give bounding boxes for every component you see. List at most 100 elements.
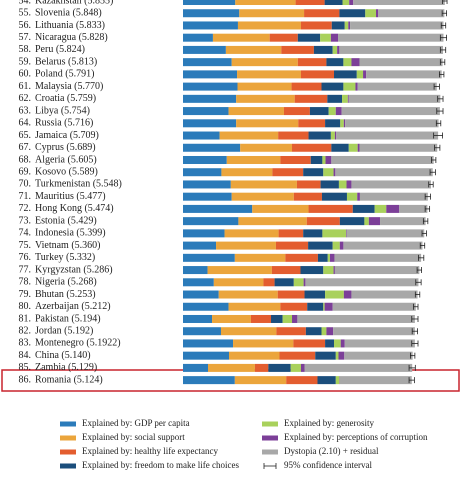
bar-segment [359,192,428,201]
bar-segment [350,21,444,30]
country-label: Slovenia (5.848) [35,8,102,19]
bar-segment [339,217,365,226]
bar-segment [343,58,352,67]
bar-segment [271,266,301,275]
bar-segment [183,229,225,238]
bar-segment [332,302,416,311]
bar-segment [183,241,217,250]
bar-segment [298,119,326,128]
country-label: Vietnam (5.360) [35,240,101,251]
bar-segment [346,192,358,201]
bar-segment [352,204,375,213]
legend-swatch [262,449,278,455]
bar-segment [183,21,238,30]
country-label: Jordan (5.192) [35,326,93,337]
bar-segment [207,266,272,275]
bar-segment [343,290,352,299]
bar-segment [306,217,340,226]
bar-segment [337,45,340,54]
bar-segment [224,229,279,238]
legend-label: Explained by: healthy life expectancy [82,446,218,456]
legend-label: Explained by: generosity [284,418,374,428]
legend-swatch [262,421,278,427]
error-bar [434,144,441,151]
bar-segment [317,253,328,262]
bar-segment [365,9,377,18]
country-label: Russia (5.716) [35,118,93,129]
error-bar [422,218,429,225]
bar-segment [366,70,442,79]
rank-label: 81. [19,313,32,324]
rank-label: 62. [19,93,32,104]
bar-segment [374,204,387,213]
rank-label: 77. [19,264,32,275]
rank-label: 55. [19,8,32,19]
rank-label: 69. [19,167,32,178]
bar-segment [212,314,251,323]
bar-segment [278,131,309,140]
error-bar [429,169,436,176]
country-label: Poland (5.791) [35,69,94,80]
bar-segment [219,131,279,140]
error-bar [421,230,427,237]
country-label: Kazakhstan (5.855) [35,0,113,6]
bar-segment [280,155,311,164]
rank-label: 79. [19,289,32,300]
bar-segment [183,278,214,287]
bar-segment [235,0,296,5]
rank-label: 74. [19,228,32,239]
error-bar [428,181,434,188]
error-bar [435,120,442,127]
bar-segment [357,143,360,152]
bar-segment [297,314,415,323]
bar-segment [212,33,270,42]
error-bar [418,254,425,261]
error-bar [411,328,418,335]
bar-segment [303,278,306,287]
error-bar [411,315,419,322]
rank-label: 63. [19,105,32,116]
bar-segment [183,9,240,18]
bar-segment [304,290,326,299]
bar-segment [329,253,335,262]
bar-segment [183,314,213,323]
bar-segment [345,119,439,128]
bar-segment [346,229,425,238]
rank-label: 68. [19,154,32,165]
bar-segment [236,94,295,103]
bar-segment [330,33,339,42]
bar-segment [294,94,328,103]
bar-segment [183,180,231,189]
rank-label: 78. [19,277,32,288]
bar-segment [349,0,354,5]
bar-segment [346,180,352,189]
bar-segment [333,327,415,336]
rank-label: 59. [19,56,32,67]
bar-segment [280,302,308,311]
bar-segment [343,82,356,91]
bar-segment [376,9,379,18]
bar-segment [213,278,264,287]
bar-segment [296,180,321,189]
bar-segment [344,351,413,360]
bar-segment [292,314,298,323]
bar-segment [183,143,241,152]
bar-segment [320,180,339,189]
bar-segment [300,21,332,30]
bar-segment [320,33,331,42]
bar-segment [334,339,341,348]
bar-segment [303,168,324,177]
bar-segment [343,241,423,250]
bar-segment [307,302,324,311]
bar-segment [364,217,369,226]
country-label: Mauritius (5.477) [35,191,106,202]
country-label: Montenegro (5.1922) [35,338,121,349]
bar-segment [293,192,322,201]
bar-segment [279,351,316,360]
error-bar [433,132,443,139]
bar-segment [237,82,292,91]
bar-segment [183,119,237,128]
error-bar [431,156,437,163]
country-label: Libya (5.754) [35,105,90,116]
bar-segment [292,143,332,152]
